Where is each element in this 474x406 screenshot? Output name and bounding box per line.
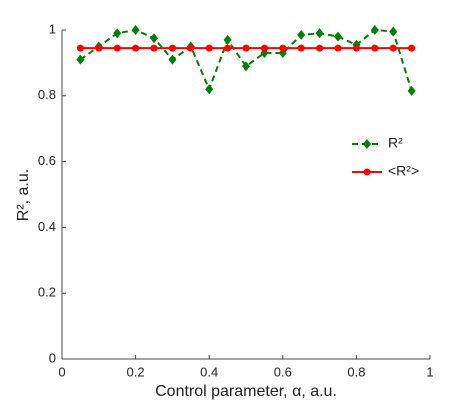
point (205, 44, 213, 52)
y-tick-label: 0.6 (38, 153, 56, 168)
point (224, 44, 232, 52)
x-tick-label: 0.4 (200, 364, 218, 379)
point (150, 33, 158, 44)
point (334, 44, 342, 52)
y-tick-label: 1 (49, 21, 56, 36)
point (334, 31, 342, 42)
point (315, 28, 324, 39)
point (187, 44, 195, 52)
x-tick-label: 0.2 (127, 364, 145, 379)
point (131, 25, 140, 35)
point (223, 34, 232, 45)
point (408, 44, 416, 52)
point (76, 54, 85, 65)
point (389, 44, 397, 52)
legend-marker (363, 139, 371, 149)
point (242, 44, 250, 52)
point (205, 84, 214, 95)
y-tick-label: 0.2 (38, 285, 56, 300)
point (95, 44, 103, 52)
point (297, 29, 306, 40)
series-line (79, 28, 413, 92)
point (407, 85, 416, 96)
point (297, 44, 305, 52)
x-tick-label: 0.6 (274, 364, 292, 379)
y-tick-label: 0.4 (38, 219, 56, 234)
x-axis-label: Control parameter, α, a.u. (155, 383, 337, 400)
point (242, 61, 250, 72)
point (279, 44, 287, 52)
point (76, 44, 84, 52)
legend-label: R² (388, 135, 403, 151)
point (168, 54, 177, 65)
point (260, 44, 268, 52)
point (113, 28, 122, 39)
x-tick-label: 0.8 (347, 364, 365, 379)
point (389, 26, 398, 37)
y-axis-label: R², a.u. (15, 169, 32, 221)
point (132, 44, 140, 52)
x-tick-label: 0 (58, 364, 65, 379)
point (168, 44, 176, 52)
y-tick-label: 0 (49, 350, 56, 365)
point (113, 44, 121, 52)
legend-marker (363, 168, 371, 176)
point (371, 44, 379, 52)
x-tick-label: 1 (426, 364, 433, 379)
point (370, 25, 379, 35)
point (150, 44, 158, 52)
legend-label: <R²> (388, 163, 419, 179)
point (352, 44, 360, 52)
point (316, 44, 324, 52)
y-tick-label: 0.8 (38, 87, 56, 102)
